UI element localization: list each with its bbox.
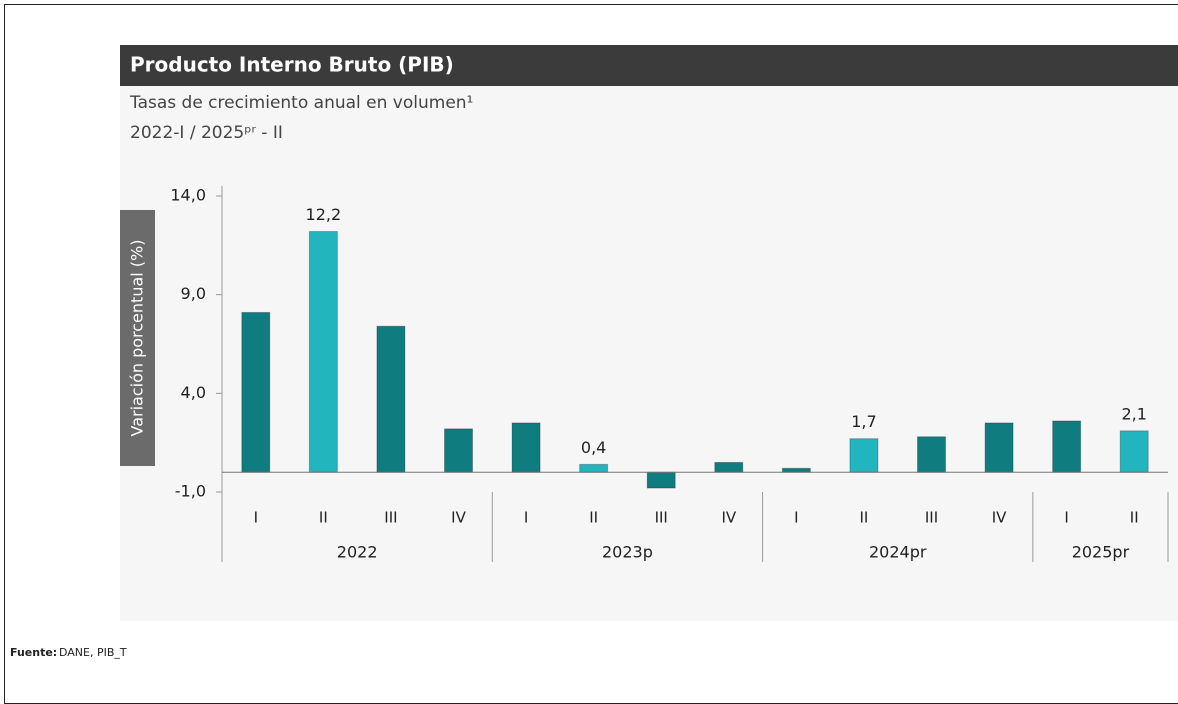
y-tick-label: 4,0 [181,383,206,402]
x-tick-label: II [319,509,328,527]
bar [781,467,811,473]
x-tick-label: IV [721,509,736,527]
bar [917,436,946,473]
x-tick-label: III [925,509,938,527]
y-tick-label: 9,0 [181,284,206,303]
bar [1052,420,1082,473]
bar [241,311,271,473]
x-tick-label: IV [451,509,466,527]
x-tick-label: II [589,509,598,527]
bar [984,422,1014,473]
bar [714,461,744,473]
group-label: 2024pr [869,543,927,562]
page: Producto Interno Bruto (PIB) Tasas de cr… [4,4,1178,704]
y-label-box [120,210,155,466]
chart-title: Producto Interno Bruto (PIB) [130,53,454,77]
group-label: 2022 [337,543,378,562]
x-tick-label: III [384,509,397,527]
group-label: 2023p [602,543,653,562]
x-tick-label: III [655,509,668,527]
data-label: 1,7 [851,412,876,431]
bar [376,325,406,473]
bar [1119,430,1149,473]
bar [511,422,541,473]
title-bar [120,45,1178,86]
bar [444,428,473,473]
group-label: 2025pr [1072,543,1130,562]
x-tick-label: I [794,509,798,527]
x-tick-label: IV [992,509,1007,527]
x-tick-label: I [524,509,528,527]
y-tick-label: 14,0 [170,186,206,205]
data-label: 0,4 [581,438,606,457]
bar [849,438,879,473]
x-tick-label: II [1130,509,1139,527]
source-label: Fuente: [10,646,57,659]
subtitle: Tasas de crecimiento anual en volumen¹ [129,93,473,113]
data-label: 2,1 [1121,404,1146,423]
bar [646,471,676,489]
bar [308,231,338,473]
y-tick-label: -1,0 [175,482,206,501]
x-tick-label: I [254,509,258,527]
source-text: DANE, PIB_T [59,646,127,659]
x-tick-label: I [1064,509,1068,527]
data-label: 12,2 [306,205,342,224]
x-tick-label: II [859,509,868,527]
bar [579,463,609,473]
subtitle: 2022-I / 2025ᵖʳ - II [130,123,283,143]
y-axis-label: Variación porcentual (%) [128,240,147,437]
chart-panel [120,45,1178,621]
chart: Producto Interno Bruto (PIB) Tasas de cr… [10,45,1178,659]
